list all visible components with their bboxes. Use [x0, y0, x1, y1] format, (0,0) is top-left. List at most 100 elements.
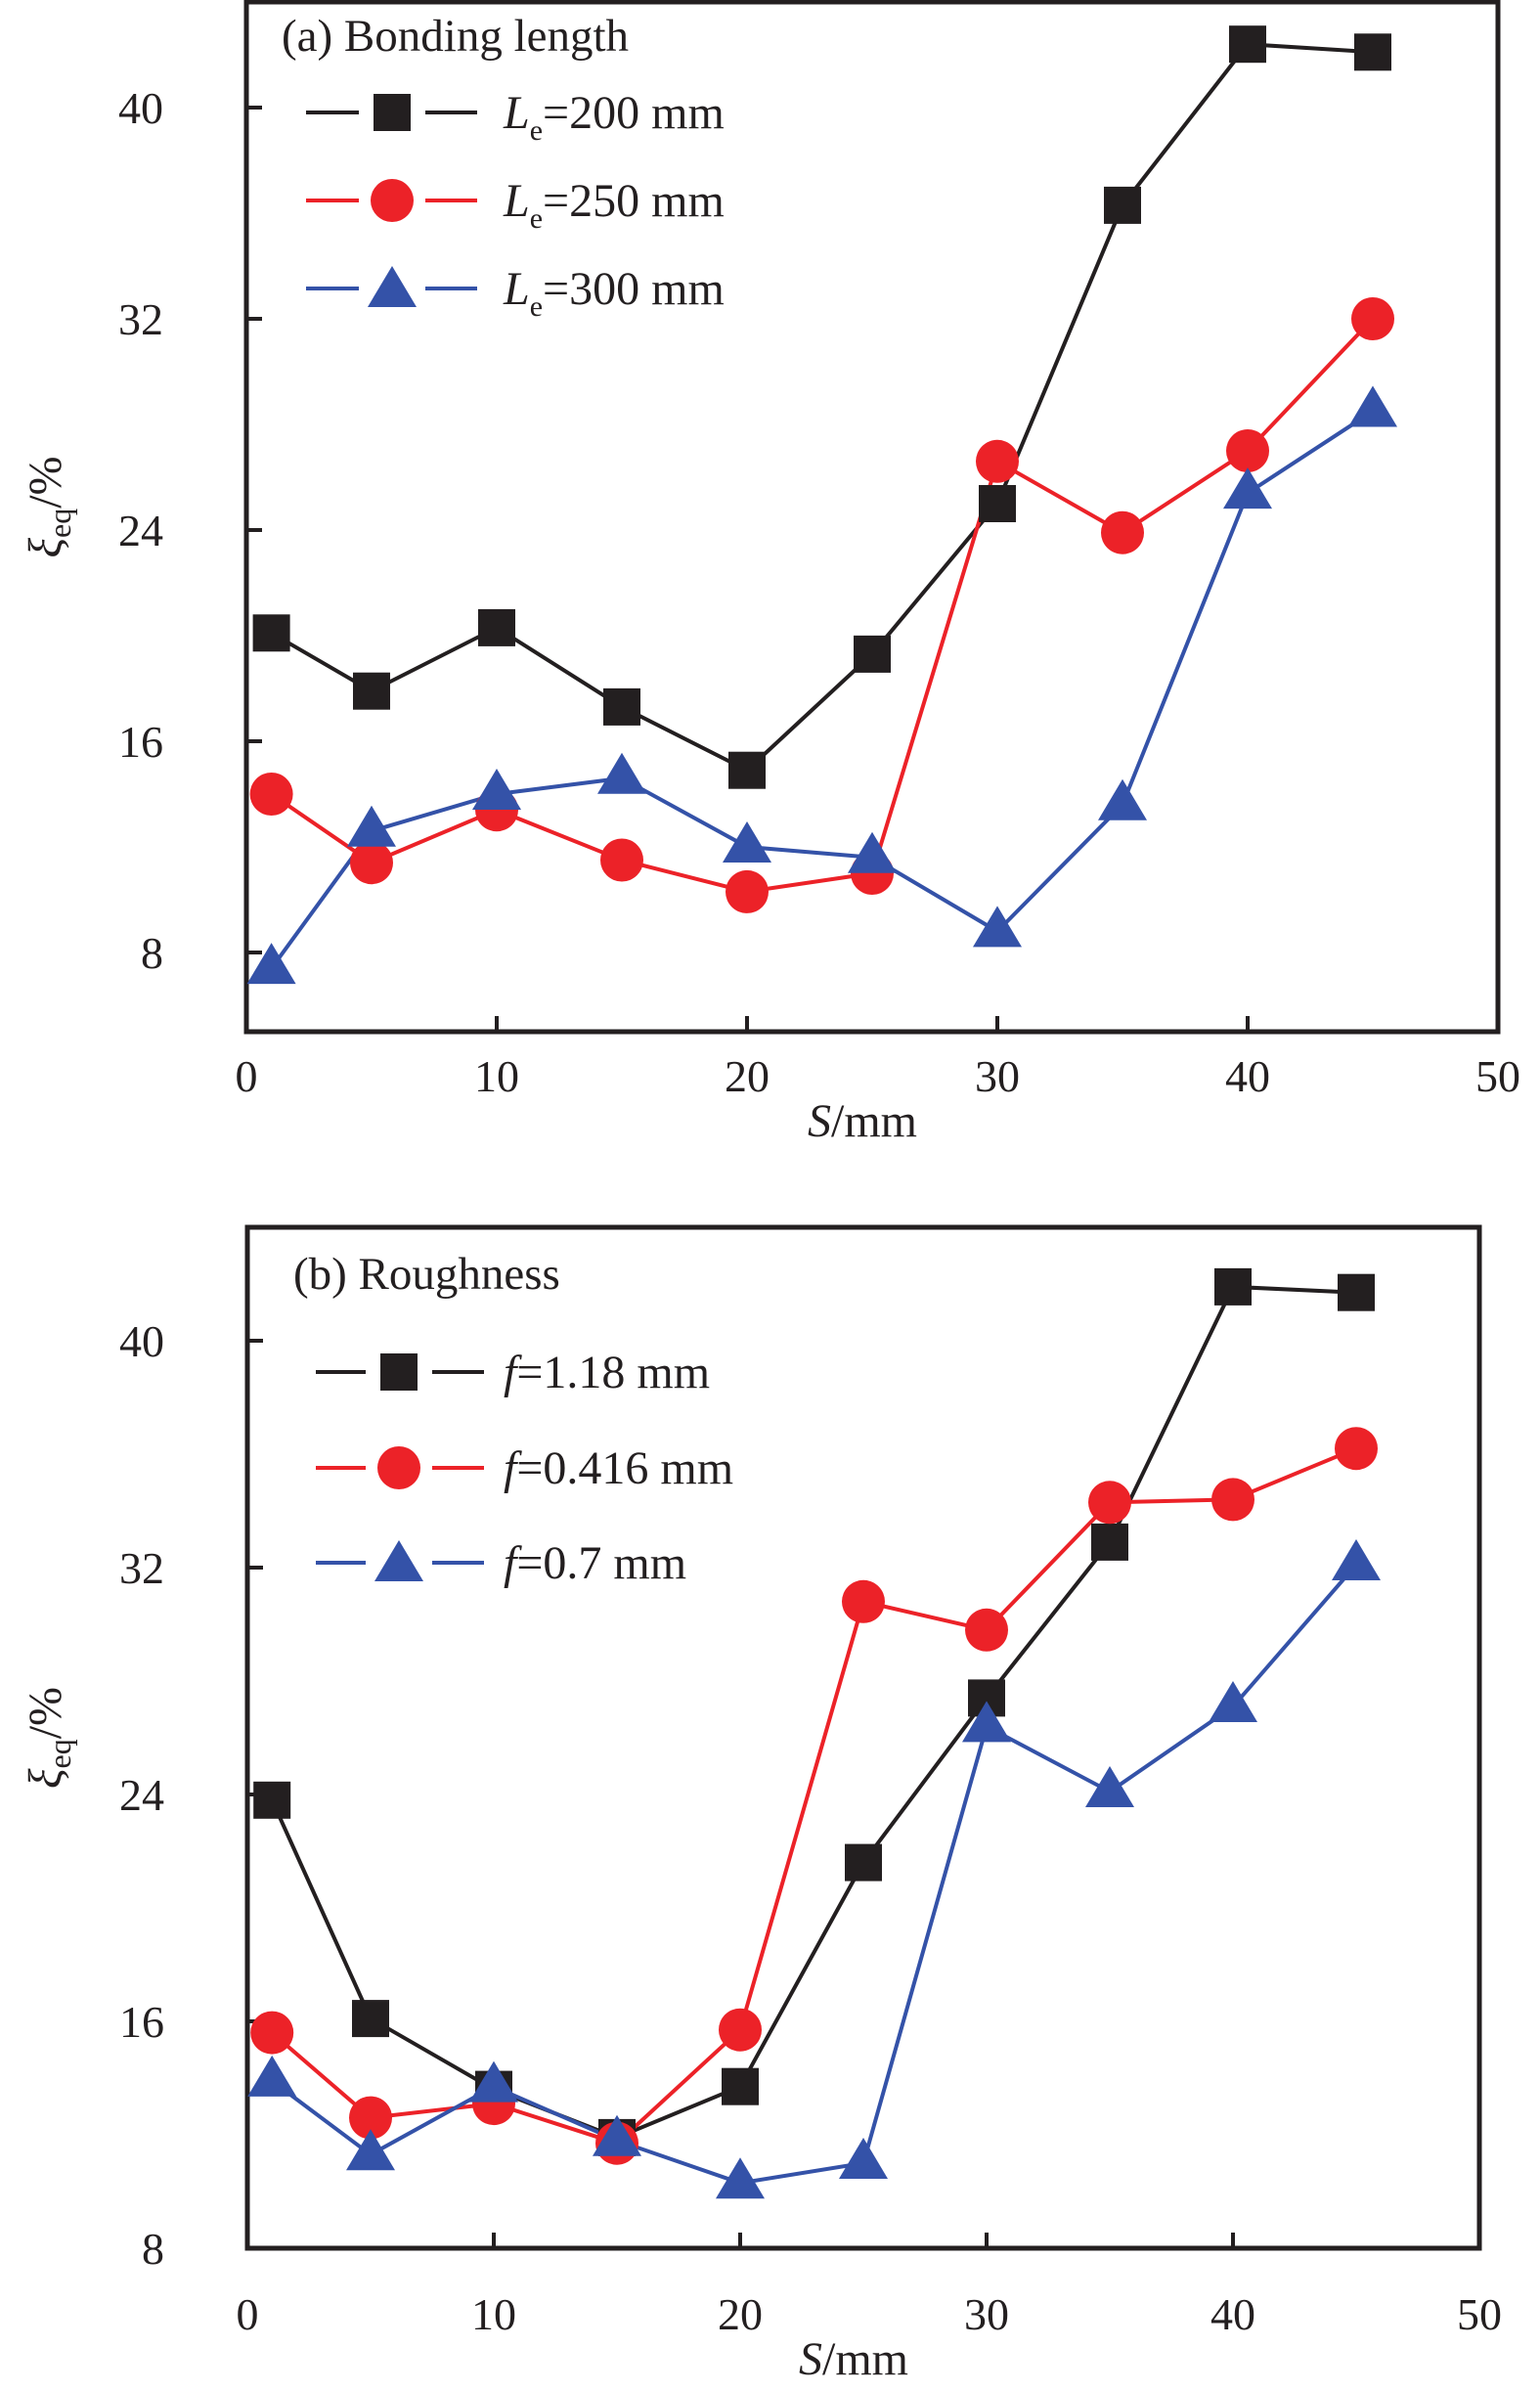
data-point-triangle	[469, 2060, 518, 2103]
data-point-triangle	[346, 2129, 395, 2171]
data-point-square	[1229, 25, 1266, 64]
data-point-square	[722, 2067, 759, 2105]
legend-marker-circle	[377, 1446, 420, 1489]
data-point-square	[728, 751, 766, 789]
data-point-triangle	[848, 831, 897, 873]
data-point-circle	[1211, 1478, 1254, 1522]
data-point-circle	[1088, 1481, 1131, 1525]
series-line-1	[270, 317, 1375, 894]
x-tick-label: 50	[1457, 2289, 1502, 2339]
x-tick-label: 50	[1475, 1051, 1520, 1101]
x-axis-title: S/mm	[799, 2333, 908, 2385]
legend-label: Le=250 mm	[503, 175, 725, 235]
y-tick-label: 32	[118, 294, 163, 344]
y-tick-label: 40	[119, 1316, 164, 1366]
data-point-circle	[1351, 297, 1394, 340]
data-point-circle	[349, 2096, 392, 2140]
data-point-circle	[719, 2008, 762, 2052]
legend-marker-square	[374, 94, 411, 131]
data-point-triangle	[723, 820, 771, 863]
x-tick-label: 30	[964, 2289, 1009, 2339]
data-point-triangle	[1348, 385, 1397, 427]
data-point-circle	[600, 838, 643, 882]
y-tick-label: 24	[119, 1770, 164, 1820]
data-point-triangle	[597, 752, 646, 794]
data-point-square	[845, 1843, 882, 1882]
data-point-square	[603, 687, 640, 726]
panel-b: 0 10 20 30 40 50 8 16 24 32 40 S/mm ξeq/% (b) Roughne…	[20, 1224, 1502, 2385]
series-line-1	[270, 1446, 1357, 2146]
data-point-circle	[842, 1579, 885, 1623]
data-point-triangle	[347, 805, 396, 847]
y-tick-label: 24	[118, 506, 163, 555]
legend-label: f=0.7 mm	[504, 1537, 686, 1589]
data-point-circle	[965, 1608, 1008, 1652]
x-axis-title: S/mm	[808, 1095, 917, 1147]
data-point-circle	[1101, 510, 1144, 554]
data-point-circle	[1226, 429, 1269, 472]
legend-item: f=0.7 mm	[316, 1537, 686, 1589]
y-tick-label: 8	[142, 2224, 164, 2274]
panel-title: (b) Roughness	[293, 1249, 560, 1300]
legend-label: f=1.18 mm	[504, 1347, 710, 1398]
data-point-circle	[726, 869, 769, 913]
data-point-square	[979, 485, 1016, 522]
x-tick-label: 10	[474, 1051, 519, 1101]
data-point-square	[478, 608, 515, 646]
y-tick-label: 16	[119, 1997, 164, 2047]
data-point-square	[253, 1781, 291, 1819]
series-line-2	[271, 1563, 1358, 2186]
panel-title: (a) Bonding length	[282, 11, 629, 62]
legend-marker-circle	[371, 179, 414, 222]
data-point-triangle	[1223, 467, 1272, 509]
x-tick-label: 40	[1225, 1051, 1270, 1101]
data-point-triangle	[593, 2114, 641, 2156]
x-tick-label: 0	[236, 1051, 258, 1101]
y-tick-label: 40	[118, 83, 163, 133]
data-point-triangle	[1098, 778, 1147, 820]
data-point-triangle	[716, 2157, 765, 2199]
data-point-circle	[350, 841, 393, 885]
data-point-square	[1104, 186, 1141, 224]
data-point-triangle	[1332, 1539, 1381, 1581]
legend-label: Le=300 mm	[503, 263, 725, 323]
legend-item: f=1.18 mm	[316, 1347, 710, 1398]
data-point-triangle	[962, 1701, 1011, 1743]
plot-frame	[244, 1224, 1482, 2251]
x-tick-label: 10	[471, 2289, 516, 2339]
data-point-square	[1214, 1267, 1252, 1306]
data-point-triangle	[247, 2055, 297, 2097]
y-axis-title: ξeq/%	[20, 456, 77, 557]
legend-marker-triangle	[368, 265, 417, 307]
legend-item: f=0.416 mm	[316, 1442, 733, 1494]
x-tick-label: 20	[725, 1051, 770, 1101]
data-point-circle	[250, 2011, 294, 2055]
y-tick-label: 8	[141, 928, 163, 978]
data-point-triangle	[472, 768, 521, 810]
panel-a: 0 10 20 30 40 50 8 16 24 32 40 S/mm ξeq/% (a) Bonding…	[20, 0, 1520, 1147]
y-tick-label: 32	[119, 1543, 164, 1593]
data-point-triangle	[246, 943, 296, 985]
series-line-0	[270, 1284, 1357, 2141]
data-point-circle	[976, 439, 1019, 483]
data-point-square	[353, 672, 390, 710]
legend-marker-square	[380, 1353, 418, 1391]
data-point-circle	[1335, 1427, 1378, 1471]
y-tick-label: 16	[118, 717, 163, 767]
x-tick-label: 0	[237, 2289, 259, 2339]
data-point-square	[1354, 33, 1391, 71]
data-point-square	[1338, 1273, 1375, 1311]
data-point-square	[1091, 1523, 1128, 1561]
legend-label: Le=200 mm	[503, 87, 725, 147]
data-point-triangle	[1085, 1766, 1134, 1808]
series-line-0	[270, 42, 1374, 774]
data-point-square	[352, 2000, 389, 2038]
legend: f=1.18 mm f=0.416 mm f=0.7 mm	[316, 1347, 733, 1589]
x-tick-label: 40	[1210, 2289, 1255, 2339]
data-point-triangle	[1209, 1681, 1257, 1723]
legend-item: Le=300 mm	[306, 263, 725, 323]
plot-frame	[243, 0, 1501, 1035]
data-point-triangle	[839, 2137, 888, 2179]
legend-item: Le=250 mm	[306, 175, 725, 235]
